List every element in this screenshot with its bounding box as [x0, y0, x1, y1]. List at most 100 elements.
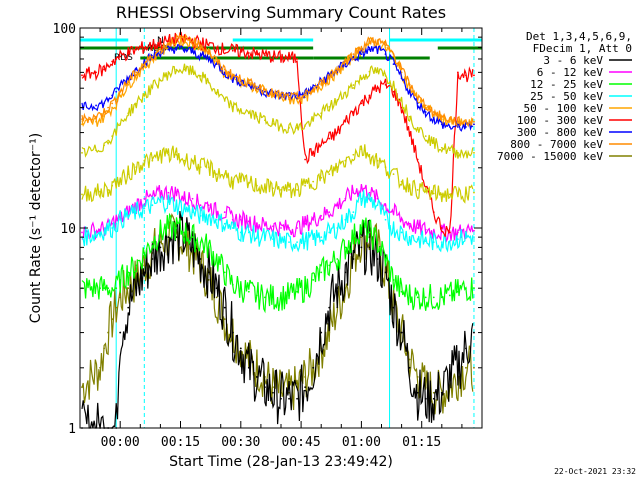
data-point	[368, 40, 371, 43]
legend-entry-label: 100 - 300 keV	[517, 114, 603, 127]
data-point	[167, 201, 170, 203]
data-point	[376, 48, 379, 51]
data-point	[304, 124, 307, 127]
legend-header-line-2: FDecim 1, Att 0	[533, 42, 632, 55]
data-point	[95, 115, 97, 118]
series-3-6-kev	[81, 211, 475, 429]
data-point	[81, 118, 83, 121]
data-point	[360, 186, 363, 189]
data-point	[312, 89, 315, 91]
data-point	[191, 159, 194, 162]
data-point	[223, 318, 226, 321]
data-point	[111, 287, 114, 290]
data-point	[264, 236, 266, 239]
data-point	[264, 224, 266, 227]
data-point	[280, 56, 282, 59]
data-point	[159, 153, 162, 156]
data-point	[107, 139, 110, 142]
data-point	[336, 258, 339, 260]
data-point	[312, 366, 315, 369]
data-point	[272, 386, 274, 389]
data-point	[432, 241, 435, 244]
data-point	[239, 218, 242, 221]
data-point	[264, 186, 266, 189]
data-point	[328, 211, 331, 214]
data-point	[223, 271, 226, 274]
data-point	[272, 123, 274, 125]
data-point	[296, 58, 298, 60]
data-point	[320, 112, 323, 115]
data-point	[223, 100, 226, 102]
data-point	[312, 238, 315, 241]
data-point	[199, 204, 202, 207]
data-point	[115, 90, 118, 93]
data-point	[119, 218, 122, 221]
data-point	[99, 190, 101, 193]
data-point	[107, 64, 110, 67]
data-point	[376, 40, 379, 43]
data-point	[247, 52, 250, 54]
data-point	[448, 120, 451, 123]
data-point	[424, 296, 427, 299]
data-point	[159, 48, 162, 51]
data-point	[272, 187, 274, 190]
data-point	[239, 231, 242, 234]
data-point	[368, 70, 371, 73]
chart-title: RHESSI Observing Summary Count Rates	[116, 3, 446, 22]
data-point	[288, 56, 290, 59]
data-point	[255, 236, 258, 239]
data-point	[416, 189, 419, 191]
data-point	[207, 44, 210, 47]
data-point	[231, 74, 234, 77]
data-point	[167, 40, 170, 43]
data-point	[312, 218, 315, 221]
data-point	[111, 102, 114, 105]
data-point	[400, 100, 403, 102]
data-point	[111, 106, 114, 109]
data-point	[360, 148, 363, 151]
data-point	[127, 287, 130, 290]
data-point	[175, 47, 178, 50]
data-point	[432, 111, 435, 113]
data-point	[199, 54, 202, 57]
data-point	[151, 44, 154, 47]
data-point	[111, 184, 114, 187]
data-point	[215, 218, 218, 221]
data-point	[119, 296, 122, 299]
data-point	[448, 376, 451, 378]
data-point	[408, 115, 411, 118]
data-point	[440, 123, 443, 126]
data-point	[159, 79, 162, 82]
data-point	[143, 94, 146, 97]
data-point	[272, 92, 274, 95]
data-point	[199, 44, 202, 47]
data-point	[272, 391, 274, 394]
data-point	[440, 115, 443, 118]
series-line	[81, 183, 474, 244]
data-point	[264, 90, 266, 93]
data-point	[115, 306, 118, 309]
data-point	[207, 214, 210, 217]
data-point	[473, 287, 475, 290]
data-point	[328, 75, 331, 78]
data-point	[424, 240, 427, 243]
data-point	[199, 166, 202, 169]
data-point	[151, 204, 154, 207]
data-point	[432, 296, 435, 299]
data-point	[352, 153, 355, 156]
data-point	[175, 38, 178, 41]
data-point	[127, 80, 130, 83]
data-point	[400, 68, 403, 71]
data-point	[328, 264, 331, 267]
data-point	[384, 166, 387, 169]
data-point	[99, 366, 101, 369]
data-point	[465, 236, 467, 239]
data-point	[304, 376, 307, 378]
data-point	[207, 50, 210, 53]
data-point	[344, 197, 347, 200]
data-point	[191, 211, 194, 214]
data-point	[432, 391, 435, 394]
axis-tick-labels: 00:00 00:15 00:30 00:45 01:00 01:15 1 10 100	[53, 22, 442, 450]
data-point	[280, 94, 282, 97]
data-point	[432, 211, 435, 214]
